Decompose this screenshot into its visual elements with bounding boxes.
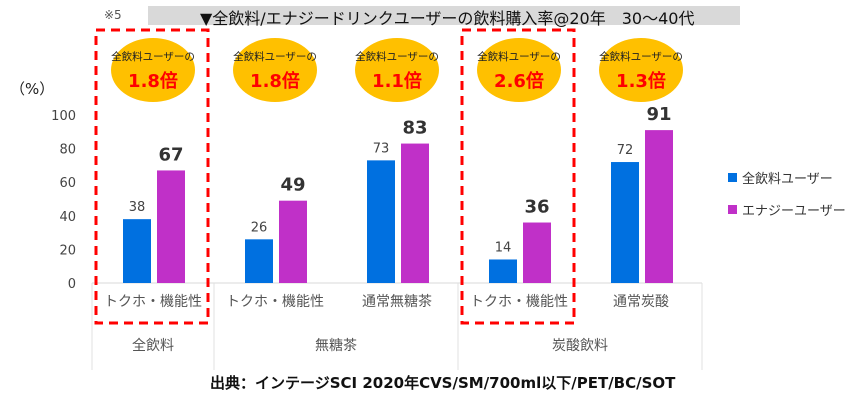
badge-caption: 全飲料ユーザーの — [111, 50, 195, 63]
category-label: トクホ・機能性 — [470, 294, 568, 310]
badge-caption: 全飲料ユーザーの — [477, 50, 561, 63]
data-label: 73 — [373, 141, 390, 156]
y-tick-label: 100 — [51, 109, 76, 124]
category-label: トクホ・機能性 — [226, 294, 324, 310]
bar-all — [123, 219, 151, 283]
badge — [477, 38, 561, 102]
badge-caption: 全飲料ユーザーの — [233, 50, 317, 63]
data-label: 67 — [158, 144, 183, 165]
y-tick-label: 80 — [59, 143, 76, 158]
bar-all — [611, 162, 639, 283]
badge — [599, 38, 683, 102]
title-bar — [148, 6, 740, 25]
badge — [355, 38, 439, 102]
note-mark: ※5 — [104, 8, 122, 22]
data-label: 49 — [280, 175, 305, 196]
bar-all — [367, 160, 395, 283]
category-label: 通常無糖茶 — [362, 294, 432, 310]
source-note: 出典：インテージSCI 2020年CVS/SM/700ml以下/PET/BC/S… — [210, 374, 676, 392]
badge-ratio: 1.3倍 — [616, 70, 666, 92]
group-label: 炭酸飲料 — [552, 338, 608, 354]
badge-ratio: 2.6倍 — [494, 70, 544, 92]
legend-swatch — [728, 173, 737, 182]
data-label: 36 — [524, 197, 549, 218]
category-label: トクホ・機能性 — [104, 294, 202, 310]
bar-energy — [523, 222, 551, 283]
bar-energy — [645, 130, 673, 283]
bar-energy — [157, 170, 185, 283]
legend-label: エナジーユーザー — [742, 204, 846, 219]
y-tick-label: 60 — [59, 176, 76, 191]
badge — [111, 38, 195, 102]
badge-ratio: 1.8倍 — [250, 70, 300, 92]
bar-energy — [401, 143, 429, 283]
data-label: 91 — [646, 104, 671, 125]
y-tick-label: 20 — [59, 243, 76, 258]
legend-label: 全飲料ユーザー — [742, 171, 833, 187]
badge — [233, 38, 317, 102]
data-label: 14 — [495, 240, 512, 255]
group-label: 無糖茶 — [315, 338, 357, 354]
chart-title: ▼全飲料/エナジードリンクユーザーの飲料購入率@20年 30～40代 — [200, 9, 695, 28]
y-tick-label: 0 — [68, 277, 76, 292]
data-label: 38 — [129, 200, 146, 215]
bar-energy — [279, 200, 307, 283]
badge-caption: 全飲料ユーザーの — [355, 50, 439, 63]
data-label: 72 — [617, 143, 634, 158]
highlight-box — [94, 28, 210, 325]
bar-all — [489, 259, 517, 283]
category-label: 通常炭酸 — [613, 294, 669, 310]
badge-ratio: 1.8倍 — [128, 70, 178, 92]
data-label: 26 — [251, 220, 268, 235]
legend-swatch — [728, 205, 737, 214]
highlight-box — [460, 28, 576, 325]
group-label: 全飲料 — [132, 337, 174, 354]
badge-ratio: 1.1倍 — [372, 70, 422, 92]
bar-all — [245, 239, 273, 283]
badge-caption: 全飲料ユーザーの — [599, 50, 683, 63]
y-axis-label: （%） — [10, 80, 55, 98]
data-label: 83 — [402, 118, 427, 139]
y-tick-label: 40 — [59, 210, 76, 225]
